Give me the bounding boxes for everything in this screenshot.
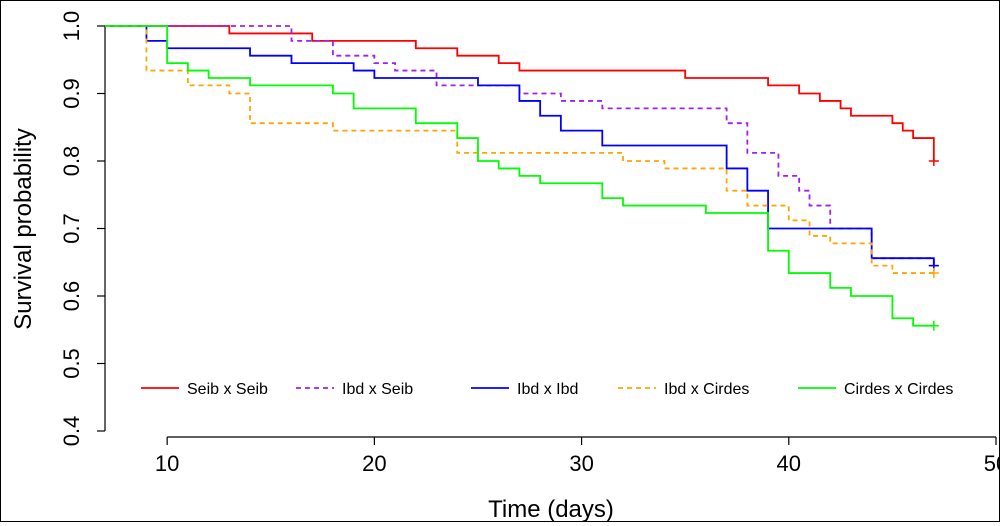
y-tick-label: 0.6 <box>59 281 84 312</box>
series-line-cirdes-x-cirdes <box>105 25 934 327</box>
censor-mark <box>928 268 939 279</box>
y-tick-label: 0.7 <box>59 213 84 244</box>
legend-label: Ibd x Seib <box>342 381 413 398</box>
y-axis-title: Survival probability <box>10 128 37 329</box>
legend-label: Cirdes x Cirdes <box>844 381 953 398</box>
x-tick-label: 20 <box>362 451 386 476</box>
legend-label: Seib x Seib <box>187 381 268 398</box>
legend: Seib x Seib Ibd x Seib Ibd x Ibd Ibd x Cird… <box>141 381 953 398</box>
y-tick-label: 0.4 <box>59 416 84 447</box>
x-tick-label: 10 <box>155 451 179 476</box>
series-line-ibd-x-ibd <box>105 25 935 266</box>
y-tick-label: 0.5 <box>59 348 84 379</box>
x-tick-label: 30 <box>569 451 593 476</box>
legend-label: Ibd x Ibd <box>517 381 578 398</box>
x-tick-label: 40 <box>777 451 801 476</box>
axes: 10 20 30 40 50 0.4 0.5 0.6 0.7 0.8 0.9 1.0 <box>59 11 1000 476</box>
censor-mark <box>928 320 939 331</box>
censor-mark <box>928 156 939 166</box>
x-tick-label: 50 <box>984 451 999 476</box>
y-tick-label: 0.9 <box>59 78 84 109</box>
series-lines <box>105 25 939 331</box>
legend-label: Ibd x Cirdes <box>664 381 749 398</box>
y-tick-label: 1.0 <box>59 11 84 42</box>
series-line-ibd-x-seib <box>105 25 935 266</box>
series-line-seib-x-seib <box>105 25 935 161</box>
y-tick-label: 0.8 <box>59 146 84 177</box>
x-axis-title: Time (days) <box>488 496 614 521</box>
